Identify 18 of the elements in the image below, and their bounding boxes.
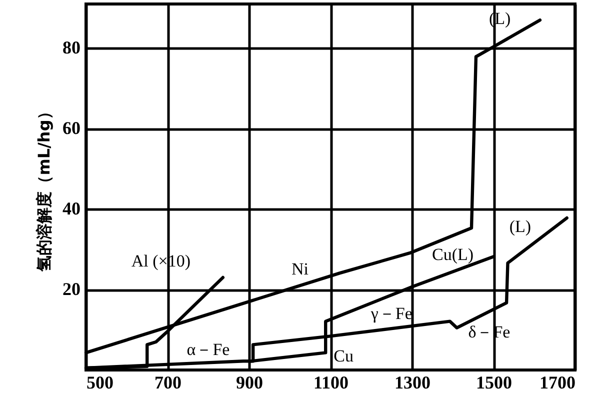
annotation: Ni <box>291 260 309 279</box>
x-tick-label: 1100 <box>313 372 349 392</box>
annotation: α－Fe <box>186 340 230 359</box>
annotation: Cu(L) <box>432 244 474 264</box>
annotation: (L) <box>509 216 532 236</box>
x-tick-label: 1700 <box>540 372 576 392</box>
y-tick-label: 80 <box>62 38 80 58</box>
y-tick-label: 40 <box>62 198 80 219</box>
x-tick-label: 500 <box>86 372 114 392</box>
x-tick-label: 1300 <box>394 372 430 392</box>
annotation: Cu <box>334 346 354 366</box>
x-tick-label: 1500 <box>476 372 512 392</box>
x-tick-label: 700 <box>154 372 182 392</box>
y-axis-title: 氢的溶解度（mL/hg） <box>34 104 54 272</box>
y-tick-label: 60 <box>62 118 80 138</box>
annotation: γ－Fe <box>370 304 412 324</box>
x-tick-label: 900 <box>236 372 263 392</box>
y-tick-label: 20 <box>62 279 80 300</box>
